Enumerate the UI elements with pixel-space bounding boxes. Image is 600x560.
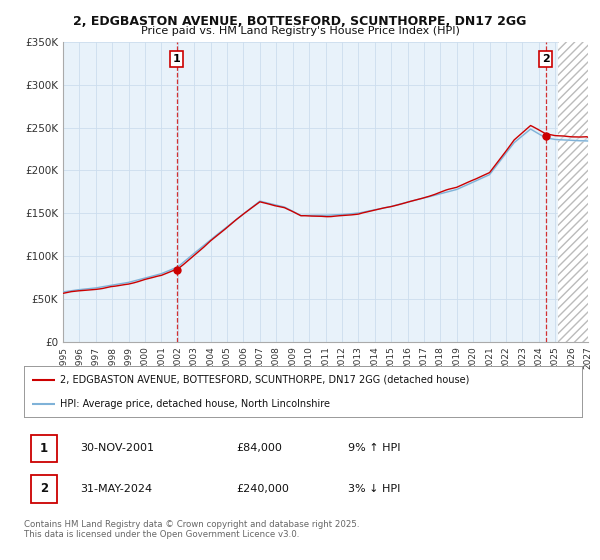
Text: 1: 1 (173, 54, 181, 64)
Text: 31-MAY-2024: 31-MAY-2024 (80, 484, 152, 494)
Text: 30-NOV-2001: 30-NOV-2001 (80, 444, 154, 454)
Text: Contains HM Land Registry data © Crown copyright and database right 2025.
This d: Contains HM Land Registry data © Crown c… (24, 520, 359, 539)
Text: £84,000: £84,000 (236, 444, 282, 454)
Bar (558, 42, 588, 342)
FancyBboxPatch shape (31, 475, 58, 503)
Text: 3% ↓ HPI: 3% ↓ HPI (347, 484, 400, 494)
Text: 2: 2 (542, 54, 550, 64)
Text: £240,000: £240,000 (236, 484, 289, 494)
Text: 9% ↑ HPI: 9% ↑ HPI (347, 444, 400, 454)
Text: 2, EDGBASTON AVENUE, BOTTESFORD, SCUNTHORPE, DN17 2GG: 2, EDGBASTON AVENUE, BOTTESFORD, SCUNTHO… (73, 15, 527, 28)
Text: Price paid vs. HM Land Registry's House Price Index (HPI): Price paid vs. HM Land Registry's House … (140, 26, 460, 36)
Bar (558, 42, 588, 342)
Text: 2: 2 (40, 482, 48, 496)
Text: 2, EDGBASTON AVENUE, BOTTESFORD, SCUNTHORPE, DN17 2GG (detached house): 2, EDGBASTON AVENUE, BOTTESFORD, SCUNTHO… (60, 375, 470, 385)
Text: HPI: Average price, detached house, North Lincolnshire: HPI: Average price, detached house, Nort… (60, 399, 330, 409)
FancyBboxPatch shape (31, 435, 58, 462)
Text: 1: 1 (40, 442, 48, 455)
